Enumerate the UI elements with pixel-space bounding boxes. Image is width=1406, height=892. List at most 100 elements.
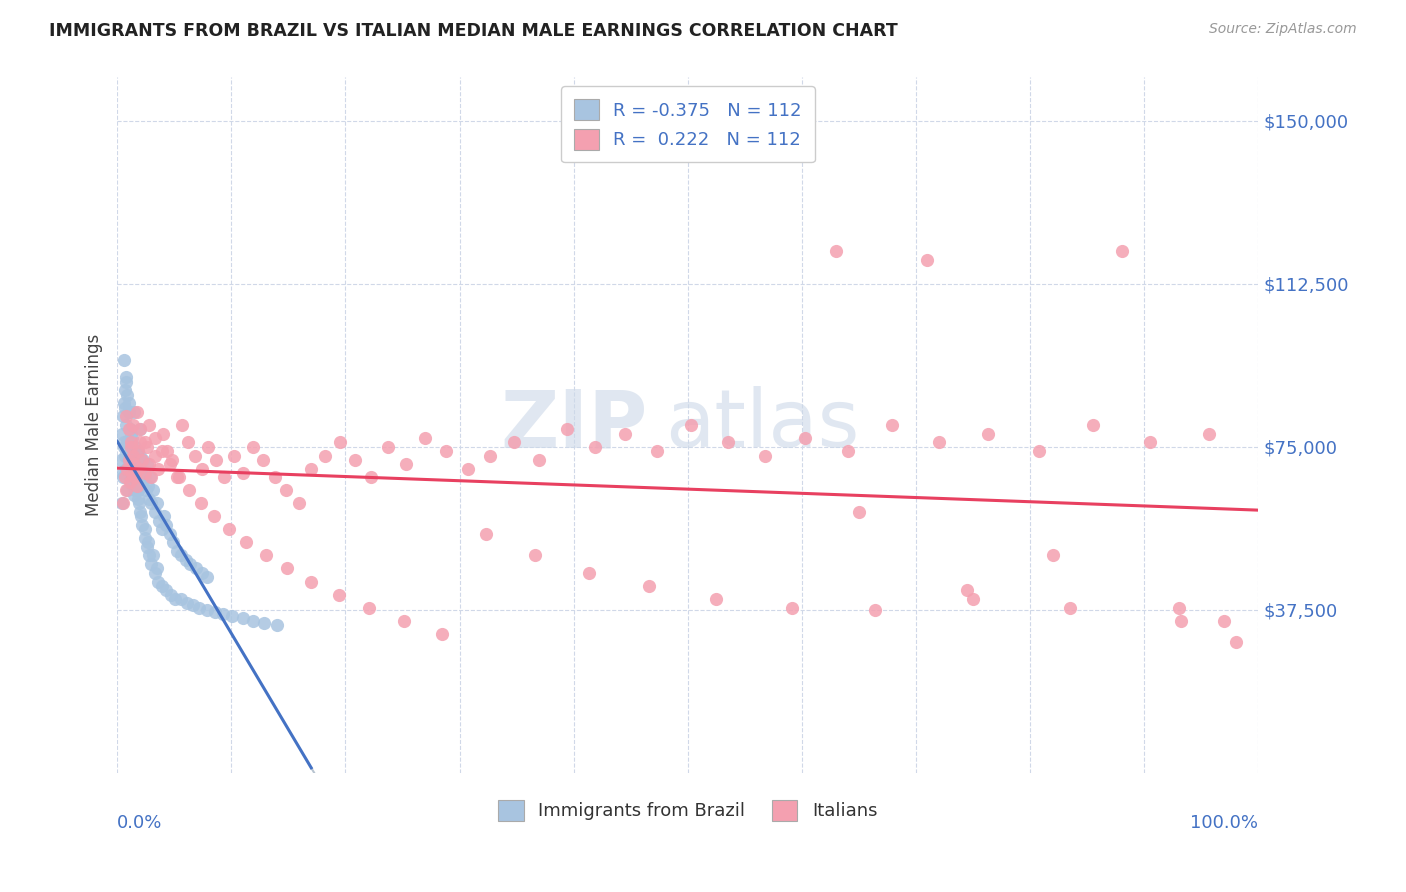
Point bbox=[148, 514, 170, 528]
Point bbox=[195, 603, 218, 617]
Point bbox=[555, 422, 578, 436]
Point bbox=[115, 375, 138, 389]
Point bbox=[343, 453, 366, 467]
Point bbox=[232, 466, 254, 480]
Point bbox=[150, 522, 173, 536]
Point bbox=[1170, 614, 1192, 628]
Point bbox=[956, 583, 979, 598]
Point bbox=[128, 457, 150, 471]
Point bbox=[578, 566, 600, 580]
Point bbox=[1042, 549, 1064, 563]
Point bbox=[212, 607, 235, 621]
Point bbox=[125, 453, 148, 467]
Point bbox=[120, 426, 142, 441]
Point bbox=[121, 457, 143, 471]
Point bbox=[112, 396, 135, 410]
Point bbox=[114, 384, 136, 398]
Point bbox=[176, 596, 198, 610]
Point bbox=[314, 449, 336, 463]
Point bbox=[263, 470, 285, 484]
Point bbox=[146, 496, 169, 510]
Point bbox=[917, 252, 939, 267]
Point bbox=[127, 491, 149, 506]
Point bbox=[155, 518, 177, 533]
Point bbox=[143, 566, 166, 580]
Point bbox=[124, 488, 146, 502]
Point bbox=[166, 470, 188, 484]
Point bbox=[121, 461, 143, 475]
Point bbox=[125, 470, 148, 484]
Point bbox=[146, 561, 169, 575]
Point bbox=[475, 526, 498, 541]
Point bbox=[155, 583, 177, 598]
Point bbox=[138, 549, 160, 563]
Point bbox=[115, 483, 138, 498]
Point bbox=[276, 561, 298, 575]
Point bbox=[143, 505, 166, 519]
Point bbox=[150, 579, 173, 593]
Point bbox=[274, 483, 297, 498]
Point bbox=[129, 422, 152, 436]
Point bbox=[177, 483, 200, 498]
Point bbox=[124, 405, 146, 419]
Point bbox=[434, 444, 457, 458]
Point bbox=[848, 505, 870, 519]
Point bbox=[266, 618, 288, 632]
Point bbox=[181, 599, 204, 613]
Point bbox=[195, 570, 218, 584]
Point bbox=[328, 588, 350, 602]
Point bbox=[122, 479, 145, 493]
Point bbox=[124, 483, 146, 498]
Point bbox=[134, 531, 156, 545]
Point bbox=[583, 440, 606, 454]
Point bbox=[122, 449, 145, 463]
Point bbox=[392, 614, 415, 628]
Point bbox=[128, 470, 150, 484]
Point bbox=[117, 453, 139, 467]
Point bbox=[112, 435, 135, 450]
Point bbox=[190, 566, 212, 580]
Point bbox=[242, 440, 264, 454]
Point bbox=[124, 461, 146, 475]
Legend: Immigrants from Brazil, Italians: Immigrants from Brazil, Italians bbox=[485, 787, 890, 833]
Point bbox=[134, 522, 156, 536]
Text: Source: ZipAtlas.com: Source: ZipAtlas.com bbox=[1209, 22, 1357, 37]
Point bbox=[148, 574, 170, 589]
Point bbox=[127, 483, 149, 498]
Point bbox=[117, 387, 139, 401]
Point bbox=[125, 405, 148, 419]
Point bbox=[143, 431, 166, 445]
Point bbox=[134, 470, 156, 484]
Point bbox=[1225, 635, 1247, 649]
Point bbox=[377, 440, 399, 454]
Point bbox=[115, 418, 138, 433]
Point bbox=[415, 431, 437, 445]
Point bbox=[148, 461, 170, 475]
Point bbox=[681, 418, 703, 433]
Point bbox=[432, 626, 454, 640]
Point bbox=[131, 453, 153, 467]
Text: IMMIGRANTS FROM BRAZIL VS ITALIAN MEDIAN MALE EARNINGS CORRELATION CHART: IMMIGRANTS FROM BRAZIL VS ITALIAN MEDIAN… bbox=[49, 22, 898, 40]
Point bbox=[129, 505, 152, 519]
Point bbox=[127, 444, 149, 458]
Point bbox=[125, 475, 148, 489]
Point bbox=[882, 418, 904, 433]
Point bbox=[395, 457, 418, 471]
Text: 100.0%: 100.0% bbox=[1191, 814, 1258, 832]
Point bbox=[118, 422, 141, 436]
Point bbox=[128, 461, 150, 475]
Point bbox=[179, 557, 201, 571]
Point bbox=[141, 496, 163, 510]
Point bbox=[114, 401, 136, 415]
Point bbox=[111, 466, 134, 480]
Point bbox=[120, 444, 142, 458]
Point bbox=[159, 457, 181, 471]
Point bbox=[129, 509, 152, 524]
Point bbox=[118, 475, 141, 489]
Point bbox=[135, 457, 157, 471]
Point bbox=[190, 461, 212, 475]
Point bbox=[299, 461, 322, 475]
Point bbox=[122, 418, 145, 433]
Point bbox=[167, 470, 190, 484]
Point bbox=[253, 615, 276, 630]
